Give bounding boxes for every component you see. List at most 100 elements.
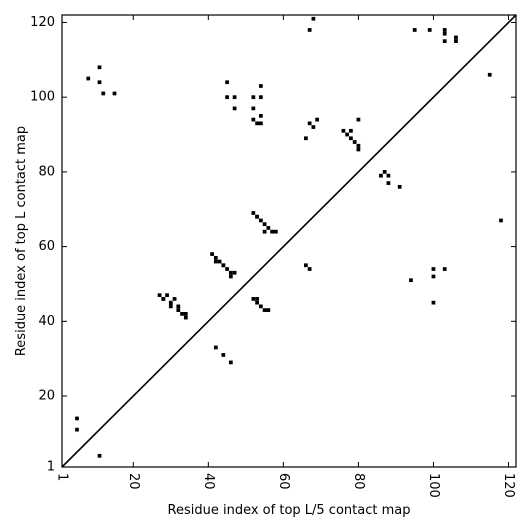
y-tick-label: 1 (47, 460, 55, 475)
y-tick-label: 60 (38, 239, 55, 254)
contact-point (112, 91, 117, 96)
y-tick-label: 40 (38, 314, 55, 329)
contact-point (258, 113, 263, 118)
contact-point (157, 293, 162, 298)
contact-point (213, 255, 218, 260)
plot-frame (61, 14, 517, 468)
contact-point (499, 218, 503, 223)
contact-point (307, 267, 312, 271)
x-tick-label: 20 (126, 473, 141, 490)
contact-point (97, 65, 102, 70)
contact-point (307, 28, 312, 32)
x-tick-label: 120 (501, 473, 516, 498)
contact-point (176, 304, 181, 309)
contact-point (345, 132, 350, 137)
y-tick-label: 100 (30, 90, 55, 105)
contact-point (97, 453, 102, 458)
contact-point (258, 84, 263, 88)
contact-point (225, 267, 229, 271)
contact-point (228, 274, 233, 279)
contact-point (349, 128, 353, 133)
contact-point (409, 278, 413, 283)
contact-point (255, 300, 259, 305)
contact-point (258, 95, 263, 100)
y-tick-label: 120 (30, 15, 55, 30)
y-axis-title: Residue index of top L contact map (14, 126, 29, 356)
contact-point (356, 143, 361, 148)
contact-point (75, 427, 79, 432)
contact-point (210, 252, 214, 256)
contact-point (221, 353, 226, 357)
contact-point (225, 95, 229, 100)
contact-point (341, 128, 346, 133)
contact-point (379, 173, 383, 178)
contact-point (217, 259, 222, 264)
y-tick-label: 80 (38, 164, 55, 179)
contact-point (183, 315, 188, 320)
contact-point (251, 297, 256, 301)
contact-point (255, 297, 259, 301)
contact-point (262, 222, 267, 227)
x-tick-label: 100 (426, 473, 441, 498)
x-tick-label: 1 (55, 473, 70, 481)
contact-point (258, 304, 263, 309)
contact-point (86, 76, 91, 81)
contact-point (251, 211, 256, 215)
contact-point (262, 308, 267, 312)
contact-point (232, 95, 237, 100)
contact-point (258, 218, 263, 223)
contact-point (315, 117, 320, 122)
y-tick-label: 20 (38, 389, 55, 404)
contact-point (180, 311, 184, 316)
x-tick-label: 60 (276, 473, 291, 490)
contact-point (431, 274, 436, 279)
contact-point (304, 263, 308, 268)
contact-point (431, 267, 436, 271)
x-tick-label: 80 (351, 473, 366, 490)
x-axis-ticks: 1 20 40 60 80 100 120 (55, 15, 516, 498)
contact-point (168, 300, 173, 305)
contact-point (221, 263, 226, 268)
contact-point (251, 95, 256, 100)
contact-point (213, 345, 218, 350)
contact-point (412, 28, 417, 32)
contact-point (382, 170, 387, 174)
contact-points (75, 16, 503, 458)
contact-point (183, 311, 188, 316)
contact-point (431, 300, 436, 305)
contact-point (172, 297, 177, 301)
contact-point (356, 147, 361, 152)
contact-point (454, 39, 458, 44)
contact-point (97, 80, 102, 85)
contact-point (266, 226, 271, 230)
contact-point (442, 31, 447, 36)
contact-point (311, 125, 316, 129)
contact-point (386, 173, 391, 178)
contact-point (442, 28, 447, 32)
contact-point (352, 140, 357, 144)
contact-point (386, 181, 391, 185)
contact-point (228, 270, 233, 275)
contact-point (228, 360, 233, 365)
contact-point (75, 416, 79, 421)
contact-point (307, 121, 312, 126)
contact-point (397, 184, 402, 189)
contact-point (251, 106, 256, 111)
contact-point (168, 304, 173, 309)
contact-point (165, 293, 169, 298)
contact-point (225, 80, 229, 85)
contact-point (266, 308, 271, 312)
contact-point (161, 297, 166, 301)
contact-point (349, 136, 353, 141)
contact-point (270, 229, 274, 234)
contact-point (251, 117, 256, 122)
contact-point (487, 72, 492, 77)
contact-point (101, 91, 106, 96)
contact-point (232, 106, 237, 111)
contact-point (454, 35, 458, 40)
contact-point (311, 16, 316, 21)
contact-point (255, 121, 259, 126)
contact-point (262, 229, 267, 234)
